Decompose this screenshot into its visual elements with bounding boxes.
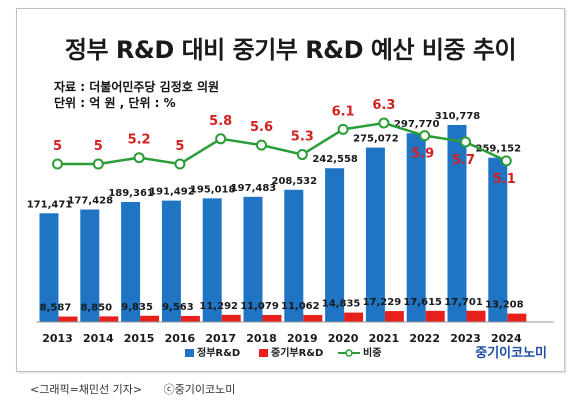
gov-value-label: 191,492 [149,187,195,198]
x-tick-label: 2014 [83,332,114,345]
gov-value-label: 242,558 [312,154,358,165]
ratio-point [378,117,390,129]
sme-bar [262,314,282,322]
x-tick-label: 2022 [409,332,440,345]
ratio-point [133,152,145,164]
gov-bar [284,189,304,322]
gov-value-label: 171,471 [27,199,73,210]
x-tick-label: 2018 [246,332,277,345]
legend-sme-swatch [259,349,268,357]
ratio-line [57,121,507,166]
ratio-value-label: 5.8 [209,114,232,129]
legend-sme-label: 중기부R&D [271,346,323,359]
sme-bar [425,310,445,322]
sme-value-label: 9,835 [121,302,153,313]
sme-value-label: 17,229 [363,297,402,308]
x-tick-label: 2020 [328,332,359,345]
ratio-value-label: 5.2 [128,133,151,148]
ratio-point [337,123,349,135]
sme-value-label: 17,615 [403,297,442,308]
sme-bar [303,314,323,322]
ratio-point [215,133,227,145]
x-tick-label: 2017 [205,332,236,345]
x-tick-label: 2015 [124,332,155,345]
gov-value-label: 259,152 [476,144,522,155]
sme-value-label: 8,850 [80,302,112,313]
sme-bar [384,311,404,322]
brand-logo: 중기이코노미 [475,345,547,361]
ratio-value-label: 5.3 [291,130,314,145]
x-tick-label: 2019 [287,332,318,345]
graphic-credit: <그래픽=채민선 기자> [30,383,143,396]
ratio-point [52,158,63,170]
ratio-value-label: 5.1 [493,172,516,187]
gov-bar [406,133,426,322]
sme-bar [344,312,364,322]
gov-bar [39,213,59,322]
gov-bar [243,196,263,322]
x-tick-label: 2024 [491,332,522,345]
sme-value-label: 17,701 [444,297,483,308]
gov-value-label: 189,361 [108,188,154,199]
ratio-point [256,139,267,151]
x-tick-label: 2013 [42,332,73,345]
gov-value-label: 197,483 [231,183,277,194]
ratio-point [296,149,308,161]
gov-value-label: 195,018 [190,184,236,195]
chart-title: 정부 R&D 대비 중기부 R&D 예산 비중 추이 [64,36,517,64]
ratio-value-label: 5 [53,139,62,154]
ratio-point [460,136,471,148]
ratio-value-label: 6.3 [372,98,395,113]
gov-bar [161,200,181,322]
sme-bar [180,315,200,322]
sme-bar [140,315,160,322]
gov-bar [488,157,508,322]
sme-bar [466,310,486,322]
gov-bar [325,168,345,322]
legend-ratio-label: 비중 [363,346,381,359]
ratio-value-label: 5.6 [250,120,273,135]
sme-bar [58,316,78,322]
legend-gov-label: 정부R&D [197,346,240,359]
sme-value-label: 11,079 [240,301,279,312]
copyright-text: ⓒ중기이코노미 [163,383,236,396]
ratio-value-label: 5 [94,139,103,154]
gov-bar [121,201,141,322]
sme-bar [507,313,527,322]
unit-note: 단위 : 억 원 , 단위 : % [54,96,176,110]
legend-ratio-marker [345,349,353,357]
x-tick-label: 2016 [165,332,196,345]
ratio-value-label: 5.7 [452,153,475,168]
gov-bar [447,124,467,322]
ratio-value-label: 5.9 [411,147,434,162]
sme-value-label: 9,563 [162,302,194,313]
sme-bar [99,316,119,322]
gov-value-label: 275,072 [353,134,399,145]
ratio-value-label: 6.1 [332,104,355,119]
sme-value-label: 14,835 [322,299,361,310]
sme-value-label: 11,292 [199,301,238,312]
gov-bar [80,209,100,322]
sme-bar [221,314,241,322]
gov-bar [202,198,222,322]
ratio-value-label: 5 [175,139,184,154]
gov-value-label: 310,778 [435,111,481,122]
ratio-point [92,158,104,170]
source-note: 자료 : 더불어민주당 김정호 의원 [54,80,220,94]
gov-value-label: 297,770 [394,119,440,130]
gov-value-label: 208,532 [272,176,318,187]
ratio-point [419,130,431,142]
footer: <그래픽=채민선 기자> ⓒ중기이코노미 [30,381,253,397]
sme-value-label: 11,062 [281,301,320,312]
x-tick-label: 2023 [450,332,481,345]
ratio-point [174,158,186,170]
x-tick-label: 2021 [369,332,400,345]
sme-value-label: 8,587 [40,303,72,314]
gov-bar [365,147,385,322]
ratio-point [500,155,512,167]
gov-value-label: 177,428 [68,196,114,207]
sme-value-label: 13,208 [485,300,524,311]
legend-gov-swatch [185,349,194,357]
